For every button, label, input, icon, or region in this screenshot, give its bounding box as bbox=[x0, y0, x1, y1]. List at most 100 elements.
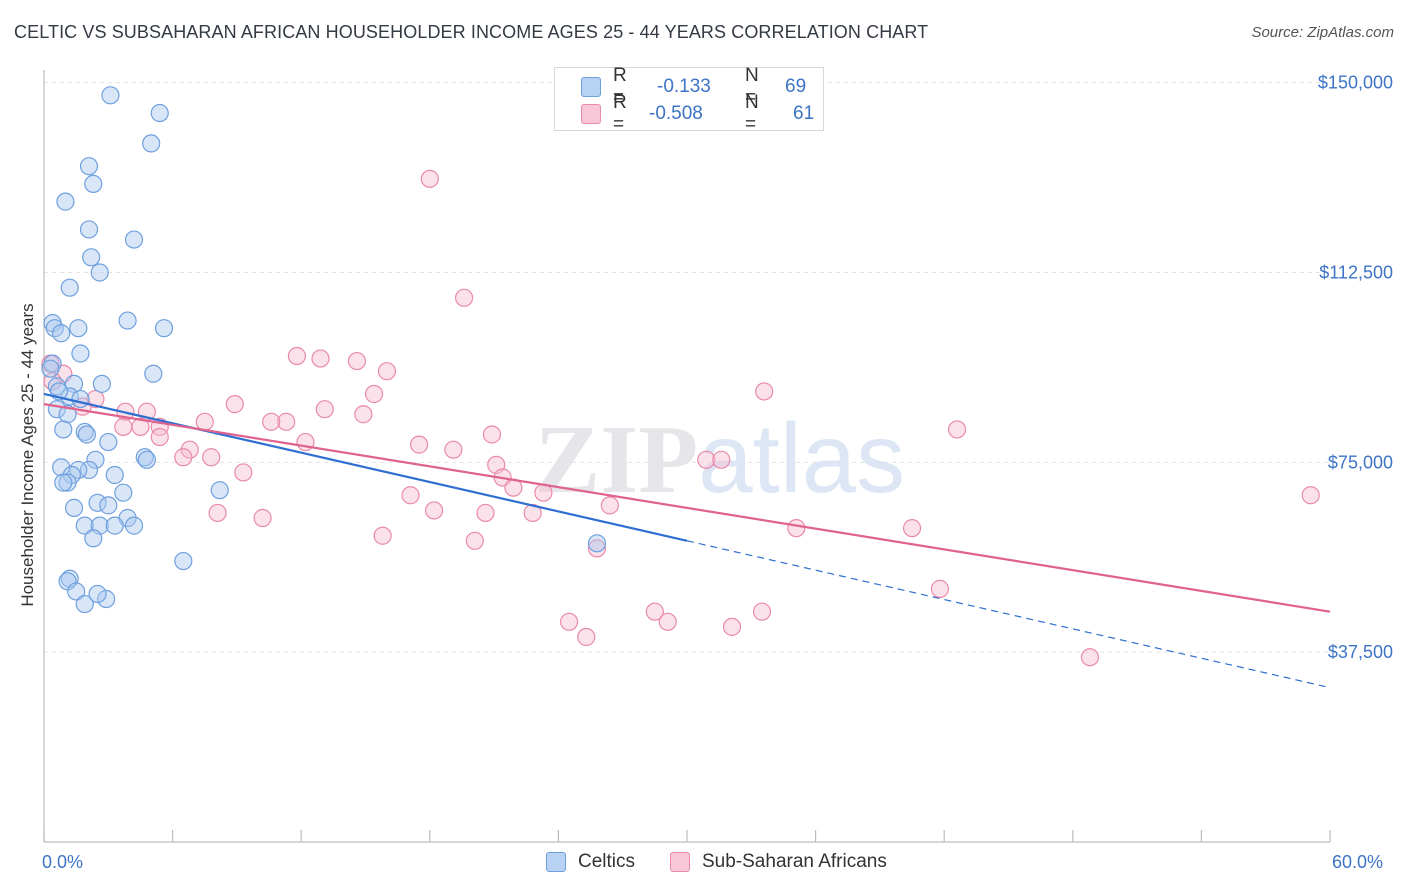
ssa-point bbox=[347, 351, 367, 371]
series-legend: Celtics Sub-Saharan Africans bbox=[0, 851, 1406, 877]
ssa-point bbox=[902, 519, 922, 538]
y-tick-label: $37,500 bbox=[1328, 642, 1393, 662]
y-tick-label: $112,500 bbox=[1319, 262, 1393, 282]
celtic-point bbox=[54, 473, 73, 492]
ssa-point bbox=[195, 412, 214, 431]
celtic-trend-line bbox=[43, 392, 688, 542]
celtic-point bbox=[118, 311, 137, 330]
ssa-point bbox=[947, 420, 967, 439]
celtic-point bbox=[88, 584, 107, 604]
ssa-point bbox=[787, 519, 806, 538]
celtic-point bbox=[124, 516, 144, 535]
celtic-point bbox=[82, 248, 101, 267]
ssa-point bbox=[752, 602, 772, 621]
ssa-point bbox=[476, 503, 495, 523]
celtic-point bbox=[71, 389, 90, 409]
celtics-swatch bbox=[581, 77, 601, 97]
legend-item-celtics[interactable]: Celtics bbox=[546, 851, 635, 873]
n-value: 61 bbox=[793, 103, 815, 124]
celtic-point bbox=[92, 374, 111, 393]
celtic-point bbox=[64, 498, 84, 517]
celtic-point bbox=[124, 230, 144, 249]
celtic-point bbox=[90, 263, 109, 282]
ssa-point bbox=[454, 288, 474, 307]
celtic-point bbox=[60, 278, 79, 297]
stats-row-ssa: R = -0.508 N = 61 bbox=[581, 92, 815, 135]
celtic-point bbox=[67, 582, 86, 601]
ssa-point bbox=[444, 440, 463, 459]
watermark: ZIPatlas bbox=[535, 403, 905, 514]
celtic-point bbox=[154, 319, 174, 338]
celtic-point bbox=[79, 220, 99, 239]
ssa-point bbox=[409, 435, 429, 454]
ssa-point bbox=[202, 448, 221, 467]
legend-label-celtics: Celtics bbox=[578, 851, 636, 872]
ssa-point bbox=[420, 169, 439, 188]
n-label: N = bbox=[745, 92, 759, 135]
celtic-point bbox=[79, 157, 99, 176]
ssa-point bbox=[482, 425, 502, 444]
ssa-point bbox=[722, 617, 742, 636]
celtic-point bbox=[587, 534, 607, 553]
ssa-swatch bbox=[581, 104, 601, 124]
celtic-point bbox=[210, 481, 229, 500]
ssa-point bbox=[697, 450, 716, 469]
ssa-point bbox=[560, 612, 579, 631]
ssa-point bbox=[287, 346, 307, 366]
celtic-point bbox=[150, 103, 169, 123]
ssa-point bbox=[587, 539, 607, 558]
ssa-point bbox=[401, 486, 420, 505]
x-tick-label-min: 0.0% bbox=[42, 852, 84, 872]
ssa-point bbox=[262, 412, 281, 431]
celtic-point bbox=[71, 344, 90, 363]
celtic-point bbox=[174, 551, 193, 571]
ssa-point bbox=[755, 382, 774, 401]
grid-lines bbox=[44, 82, 1330, 653]
celtic-point bbox=[58, 473, 77, 492]
legend-item-ssa[interactable]: Sub-Saharan Africans bbox=[670, 851, 887, 873]
ssa-point bbox=[373, 526, 392, 545]
celtic-point bbox=[86, 450, 105, 469]
celtic-point bbox=[105, 516, 124, 535]
ssa-point bbox=[174, 448, 193, 467]
ssa-point bbox=[712, 450, 731, 469]
celtic-point bbox=[99, 496, 118, 515]
n-label: N = bbox=[745, 65, 759, 108]
ssa-point bbox=[277, 412, 296, 431]
celtic-point bbox=[52, 324, 71, 343]
y-tick-label: $75,000 bbox=[1328, 452, 1393, 472]
ssa-point bbox=[234, 463, 253, 482]
ssa-trend-line bbox=[43, 403, 1331, 613]
ssa-point bbox=[208, 503, 227, 523]
stats-legend: R = -0.133 N = 69 R = -0.508 N = 61 bbox=[554, 65, 824, 135]
celtic-trend-extension bbox=[686, 540, 1331, 689]
celtic-point bbox=[54, 420, 73, 439]
ssa-point bbox=[225, 395, 244, 414]
celtic-point bbox=[105, 465, 124, 485]
ssa-point bbox=[1080, 648, 1100, 667]
chart-source: Source: ZipAtlas.com bbox=[1251, 24, 1394, 41]
ssa-point bbox=[465, 531, 484, 550]
ssa-point bbox=[377, 362, 397, 381]
celtic-point bbox=[77, 425, 96, 444]
r-label: R = bbox=[613, 92, 627, 135]
r-value: -0.133 bbox=[657, 76, 711, 97]
ssa-point bbox=[658, 612, 677, 631]
r-label: R = bbox=[613, 65, 627, 108]
ssa-point bbox=[364, 384, 384, 404]
celtic-point bbox=[56, 192, 75, 211]
ssa-point bbox=[131, 417, 150, 436]
celtic-point bbox=[114, 483, 133, 502]
ssa-point bbox=[645, 602, 664, 621]
celtic-point bbox=[41, 359, 60, 378]
celtic-point bbox=[75, 516, 94, 535]
ssa-point bbox=[424, 501, 444, 520]
celtic-point bbox=[144, 364, 163, 383]
y-tick-labels: $37,500 $75,000 $112,500 $150,000 bbox=[1318, 73, 1393, 663]
ssa-point bbox=[315, 400, 334, 419]
ssa-point bbox=[930, 579, 950, 598]
ssa-point bbox=[600, 496, 619, 515]
x-tick-label-max: 60.0% bbox=[1332, 852, 1384, 872]
ssa-point bbox=[354, 405, 373, 424]
